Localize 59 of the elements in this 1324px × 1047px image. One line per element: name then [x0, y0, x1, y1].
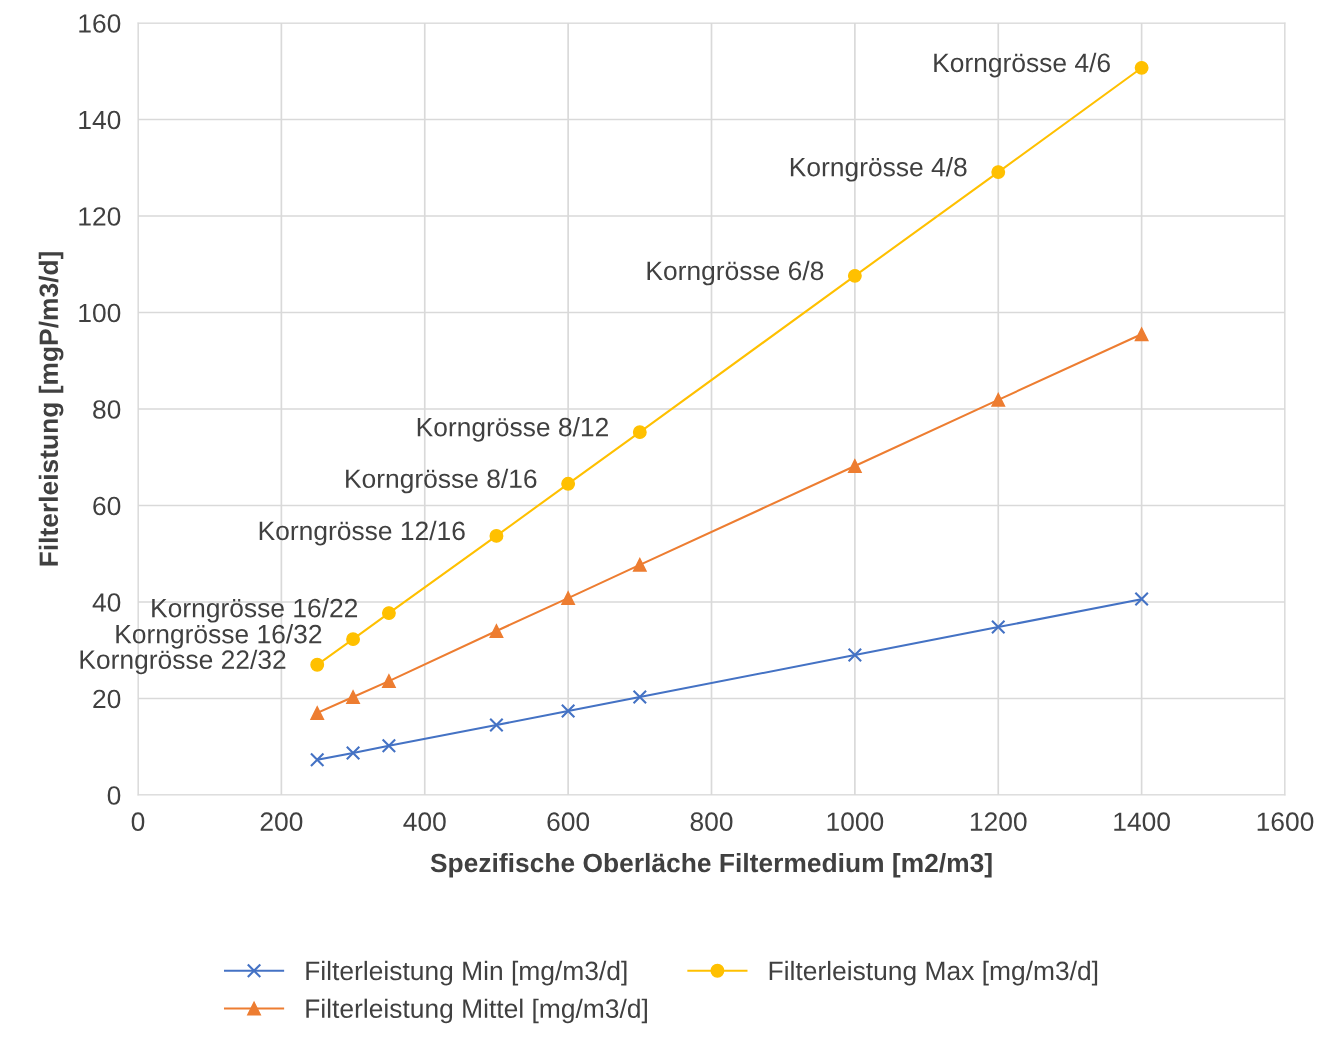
- point: [345, 745, 361, 761]
- point: [632, 425, 647, 440]
- point: [847, 647, 863, 663]
- point: [489, 528, 504, 543]
- point: [1134, 327, 1149, 342]
- point: [346, 632, 361, 647]
- annotation: Korngrösse 22/32: [80, 649, 286, 675]
- y-tick-label: 100: [79, 303, 121, 323]
- y-tick-label: 20: [93, 689, 121, 709]
- x-tick-label: 200: [260, 812, 303, 832]
- annotation: Korngrösse 6/8: [647, 260, 824, 286]
- y-tick-label: 80: [93, 400, 121, 419]
- point: [560, 703, 576, 719]
- x-tick-label: 1000: [827, 812, 884, 832]
- annotation: Korngrösse 16/32: [116, 624, 322, 649]
- point: [489, 624, 504, 638]
- x-tick-label: 0: [131, 812, 145, 832]
- annotation: Korngrösse 8/16: [346, 468, 537, 494]
- legend-label: Filterleistung Min [mg/m3/d]: [306, 960, 627, 986]
- point: [847, 458, 862, 473]
- legend-label: Filterleistung Mittel [mg/m3/d]: [306, 998, 647, 1024]
- y-tick-label: 120: [79, 207, 121, 226]
- point: [489, 717, 504, 733]
- point: [346, 690, 361, 704]
- y-tick-label: 140: [79, 110, 121, 130]
- point: [632, 557, 647, 572]
- annotation: Korngrösse 8/12: [417, 417, 608, 442]
- point: [381, 738, 397, 754]
- x-tick-label: 1600: [1257, 812, 1314, 832]
- point: [1134, 591, 1149, 607]
- point: [632, 689, 648, 705]
- x-tick-label: 1200: [970, 812, 1027, 832]
- point: [310, 657, 325, 672]
- y-axis-title: Filterleistung [mgP/m3/d]: [38, 252, 64, 566]
- point: [381, 674, 396, 689]
- point: [309, 752, 325, 768]
- point: [561, 476, 576, 491]
- y-tick-label: 60: [93, 496, 121, 516]
- point: [561, 591, 576, 606]
- annotation: Korngrösse 4/8: [790, 157, 967, 182]
- point: [847, 268, 862, 283]
- point: [310, 706, 325, 720]
- point: [991, 392, 1006, 407]
- x-tick-label: 400: [403, 812, 446, 832]
- annotation: Korngrösse 4/6: [934, 52, 1110, 78]
- x-tick-label: 600: [547, 812, 590, 832]
- legend-label: Filterleistung Max [mg/m3/d]: [769, 960, 1098, 986]
- y-tick-label: 40: [92, 593, 121, 612]
- y-tick-label: 0: [107, 786, 121, 805]
- x-axis-title: Spezifische Oberläche Filtermedium [m2/m3]: [430, 852, 992, 878]
- x-tick-label: 1400: [1114, 812, 1170, 832]
- point: [990, 619, 1006, 635]
- y-tick-label: 160: [79, 14, 121, 33]
- point: [381, 606, 396, 621]
- x-tick-label: 800: [690, 812, 733, 832]
- annotation: Korngrösse 12/16: [259, 520, 465, 546]
- point: [991, 165, 1006, 180]
- annotation: Korngrösse 16/22: [152, 598, 358, 623]
- point: [1134, 60, 1149, 75]
